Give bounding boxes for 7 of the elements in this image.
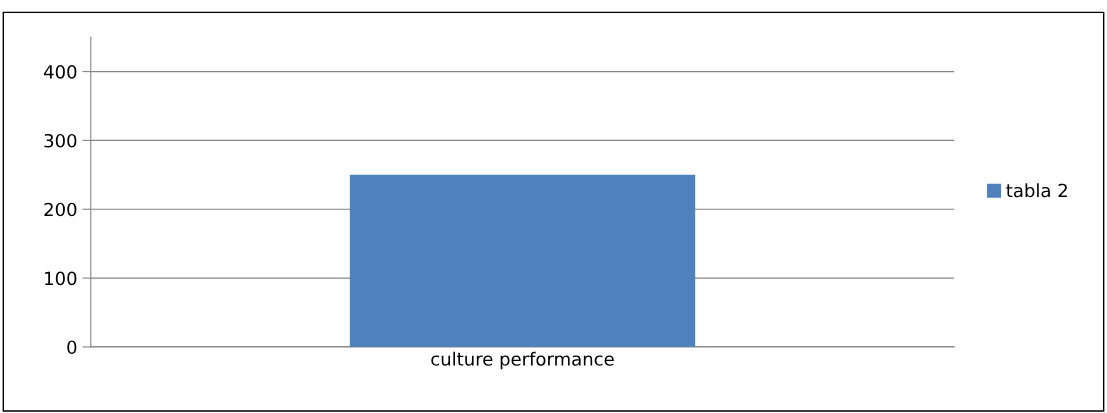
y-tick-label: 200 [44, 202, 77, 217]
x-tick-label: culture performance [431, 351, 614, 370]
y-tick-label: 400 [44, 65, 77, 79]
y-tick-label: 300 [44, 133, 77, 148]
y-tick-label: 100 [45, 271, 77, 286]
y-tick-label: 0 [67, 340, 77, 355]
legend-label: tabla 2 [1006, 183, 1067, 198]
